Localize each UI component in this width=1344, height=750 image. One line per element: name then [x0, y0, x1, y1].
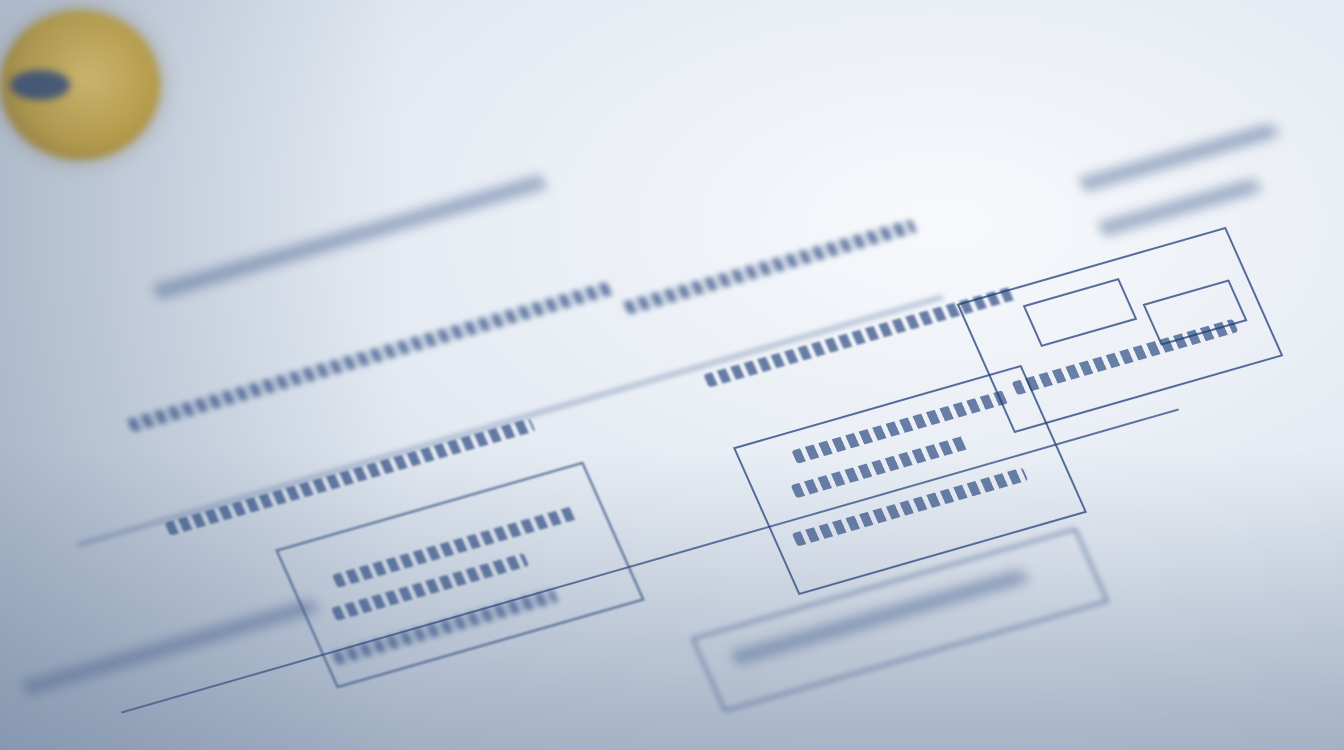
text-line	[126, 281, 614, 433]
text-line	[154, 175, 546, 299]
text-line	[1100, 178, 1260, 236]
seal-mark	[10, 70, 70, 100]
text-line	[622, 219, 918, 315]
text-line	[22, 599, 318, 695]
seal-emblem-icon	[0, 10, 160, 160]
